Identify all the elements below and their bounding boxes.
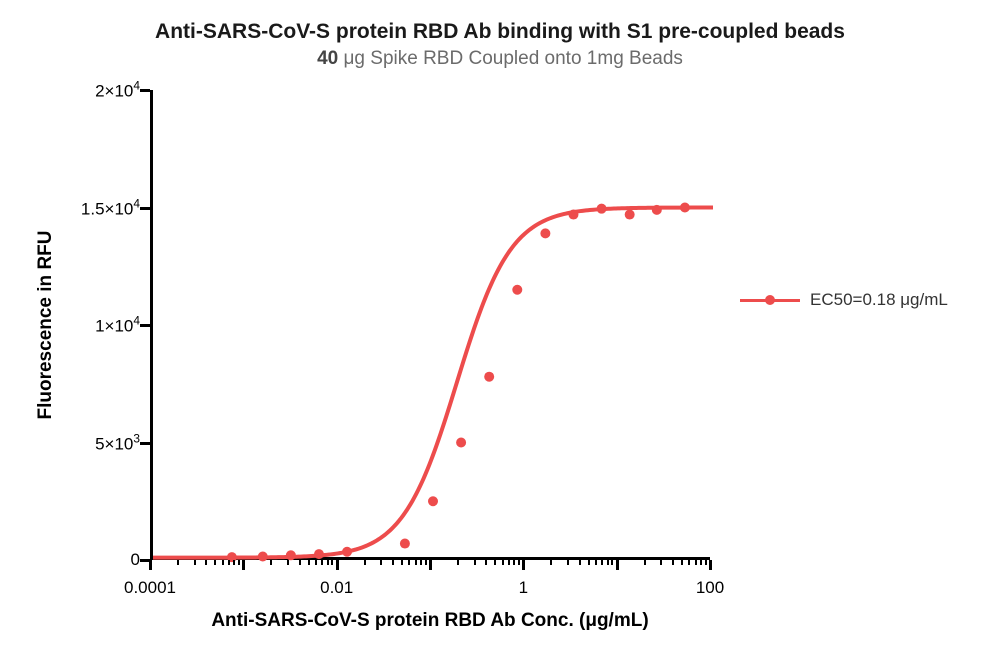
x-tick-label: 0.0001 <box>110 578 190 598</box>
x-minor-tick <box>688 560 690 565</box>
data-point <box>625 210 635 220</box>
legend-label: EC50=0.18 μg/mL <box>810 290 948 310</box>
x-minor-tick <box>299 560 301 565</box>
data-point <box>400 539 410 549</box>
x-minor-tick <box>681 560 683 565</box>
data-point <box>484 372 494 382</box>
x-tick-label: 1 <box>483 578 563 598</box>
y-tick-label: 5×103 <box>60 431 140 454</box>
x-minor-tick <box>485 560 487 565</box>
x-minor-tick <box>177 560 179 565</box>
subtitle-qty: 40 <box>317 48 343 69</box>
x-minor-tick <box>601 560 603 565</box>
y-tick-label: 2×104 <box>60 79 140 102</box>
y-tick-label: 0 <box>60 550 140 570</box>
plot-area <box>150 90 710 560</box>
x-minor-tick <box>228 560 230 565</box>
x-tick-label: 0.01 <box>297 578 377 598</box>
x-minor-tick <box>588 560 590 565</box>
x-tick-label: 100 <box>670 578 750 598</box>
chart-title: Anti-SARS-CoV-S protein RBD Ab binding w… <box>0 20 1000 44</box>
x-minor-tick <box>550 560 552 565</box>
subtitle-suffix: Coupled onto 1mg Beads <box>468 48 682 69</box>
data-point <box>568 210 578 220</box>
x-minor-tick <box>502 560 504 565</box>
x-axis-label: Anti-SARS-CoV-S protein RBD Ab Conc. (μg… <box>150 610 710 632</box>
legend: EC50=0.18 μg/mL <box>740 290 948 310</box>
x-minor-tick <box>331 560 333 565</box>
x-minor-tick <box>513 560 515 565</box>
x-minor-tick <box>474 560 476 565</box>
data-point <box>512 285 522 295</box>
data-point <box>456 438 466 448</box>
x-tick <box>336 560 339 570</box>
x-minor-tick <box>287 560 289 565</box>
x-minor-tick <box>611 560 613 565</box>
data-point <box>286 550 296 560</box>
y-tick <box>140 324 150 327</box>
x-minor-tick <box>222 560 224 565</box>
x-minor-tick <box>494 560 496 565</box>
x-minor-tick <box>238 560 240 565</box>
x-minor-tick <box>214 560 216 565</box>
x-minor-tick <box>270 560 272 565</box>
x-tick <box>149 560 152 570</box>
legend-line <box>740 299 800 302</box>
subtitle-mid: μg Spike RBD <box>343 48 468 69</box>
chart-svg <box>153 90 713 560</box>
y-tick <box>140 207 150 210</box>
x-minor-tick <box>457 560 459 565</box>
x-minor-tick <box>308 560 310 565</box>
x-minor-tick <box>672 560 674 565</box>
chart-container: Anti-SARS-CoV-S protein RBD Ab binding w… <box>0 0 1000 668</box>
data-point <box>680 203 690 213</box>
data-point <box>258 551 268 561</box>
data-point <box>428 496 438 506</box>
legend-marker <box>765 295 775 305</box>
x-tick <box>709 560 712 570</box>
x-minor-tick <box>408 560 410 565</box>
y-tick-label: 1.5×104 <box>60 196 140 219</box>
x-minor-tick <box>194 560 196 565</box>
x-tick <box>616 560 619 570</box>
y-tick <box>140 442 150 445</box>
x-minor-tick <box>660 560 662 565</box>
x-minor-tick <box>700 560 702 565</box>
x-minor-tick <box>595 560 597 565</box>
x-minor-tick <box>518 560 520 565</box>
x-minor-tick <box>644 560 646 565</box>
x-minor-tick <box>380 560 382 565</box>
x-minor-tick <box>327 560 329 565</box>
chart-subtitle: 40 μg Spike RBD Coupled onto 1mg Beads <box>0 48 1000 70</box>
data-point <box>540 228 550 238</box>
x-tick <box>522 560 525 570</box>
x-minor-tick <box>205 560 207 565</box>
x-minor-tick <box>315 560 317 565</box>
x-minor-tick <box>233 560 235 565</box>
x-minor-tick <box>607 560 609 565</box>
x-minor-tick <box>425 560 427 565</box>
x-minor-tick <box>420 560 422 565</box>
x-minor-tick <box>579 560 581 565</box>
x-tick <box>242 560 245 570</box>
x-minor-tick <box>415 560 417 565</box>
x-minor-tick <box>705 560 707 565</box>
x-minor-tick <box>392 560 394 565</box>
x-minor-tick <box>567 560 569 565</box>
x-minor-tick <box>321 560 323 565</box>
x-tick <box>429 560 432 570</box>
data-point <box>597 204 607 214</box>
x-minor-tick <box>695 560 697 565</box>
x-minor-tick <box>364 560 366 565</box>
data-point <box>342 547 352 557</box>
data-point <box>652 205 662 215</box>
x-minor-tick <box>401 560 403 565</box>
y-tick-label: 1×104 <box>60 314 140 337</box>
data-point <box>314 549 324 559</box>
x-minor-tick <box>508 560 510 565</box>
y-tick <box>140 89 150 92</box>
